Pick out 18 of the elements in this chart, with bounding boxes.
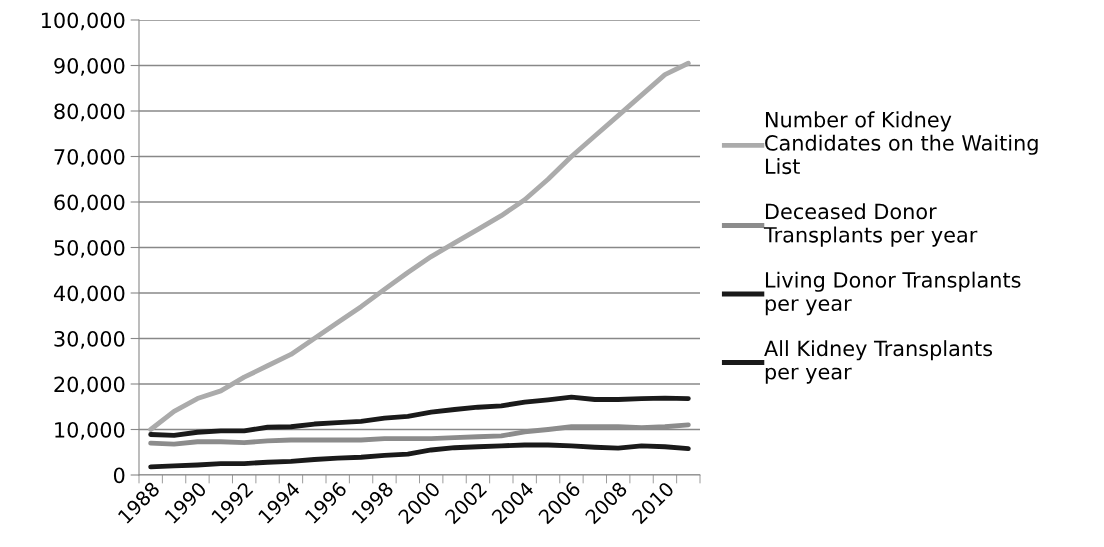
legend-label: Deceased Donor Transplants per year	[763, 203, 978, 247]
legend-label: Number of Kidney Candidates on the Waiting List	[765, 111, 1038, 175]
y-tick-label: 30,000	[54, 330, 125, 349]
y-tick-label: 80,000	[54, 103, 125, 122]
y-tick-label: 50,000	[54, 239, 125, 258]
y-tick-label: 40,000	[53, 285, 125, 304]
line-series	[148, 442, 691, 470]
line-series	[148, 60, 691, 432]
y-tick-label: 0	[113, 467, 125, 484]
y-tick-label: 70,000	[54, 148, 125, 167]
y-tick-label: 100,000	[41, 12, 125, 31]
y-tick-label: 20,000	[54, 376, 125, 395]
y-tick-label: 90,000	[54, 57, 125, 76]
y-tick-label: 10,000	[55, 421, 125, 440]
legend-label: All Kidney Transplants per year	[764, 340, 993, 384]
legend-label: Living Donor Transplants per year	[765, 271, 1021, 316]
line-series	[148, 394, 691, 438]
y-tick-label: 60,000	[54, 194, 125, 213]
